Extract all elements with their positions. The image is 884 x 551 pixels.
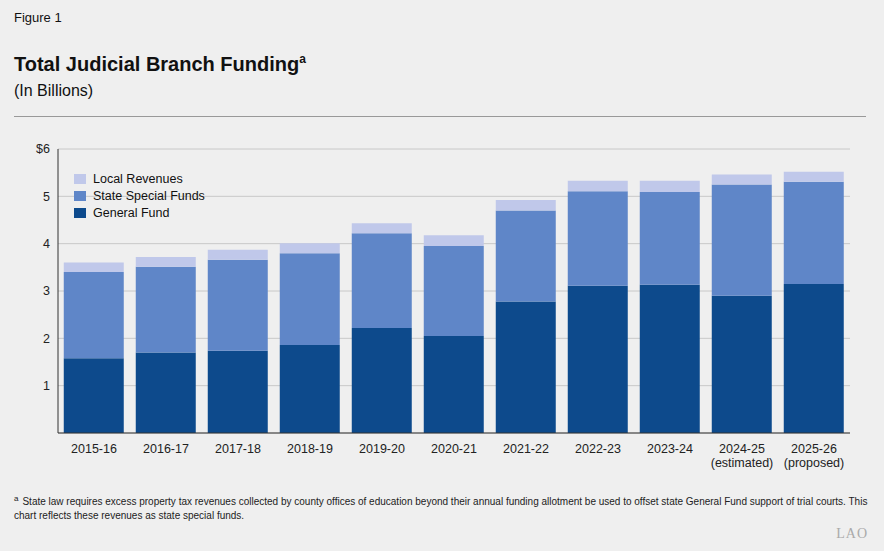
- svg-text:4: 4: [43, 237, 50, 251]
- svg-text:1: 1: [43, 379, 50, 393]
- svg-text:2: 2: [43, 332, 50, 346]
- svg-text:2022-23: 2022-23: [575, 442, 621, 456]
- html-text:(In Billions): (In Billions): [14, 82, 94, 99]
- svg-text:2016-17: 2016-17: [143, 442, 189, 456]
- svg-text:2023-24: 2023-24: [647, 442, 693, 456]
- svg-text:(proposed): (proposed): [784, 456, 844, 470]
- svg-text:2024-25: 2024-25: [719, 442, 765, 456]
- html-text:Local Revenues: Local Revenues: [93, 171, 183, 186]
- svg-text:3: 3: [43, 284, 50, 298]
- svg-text:2021-22: 2021-22: [503, 442, 549, 456]
- svg-text:2015-16: 2015-16: [71, 442, 117, 456]
- html-text:Figure 1: Figure 1: [14, 10, 62, 25]
- svg-text:2019-20: 2019-20: [359, 442, 405, 456]
- svg-text:(estimated): (estimated): [711, 456, 774, 470]
- svg-text:2018-19: 2018-19: [287, 442, 333, 456]
- html-text:Total Judicial Branch Fundinga: Total Judicial Branch Fundinga: [14, 52, 306, 75]
- html-text:a State law requires excess pr: a State law requires excess property tax…: [14, 494, 868, 522]
- svg-text:5: 5: [43, 190, 50, 204]
- html-text:LAO: LAO: [836, 526, 868, 541]
- html-text:State Special Funds: State Special Funds: [93, 188, 205, 203]
- html-text:General Fund: General Fund: [93, 205, 170, 220]
- svg-text:2025-26: 2025-26: [791, 442, 837, 456]
- svg-text:2020-21: 2020-21: [431, 442, 477, 456]
- svg-text:$6: $6: [36, 142, 50, 156]
- svg-text:2017-18: 2017-18: [215, 442, 261, 456]
